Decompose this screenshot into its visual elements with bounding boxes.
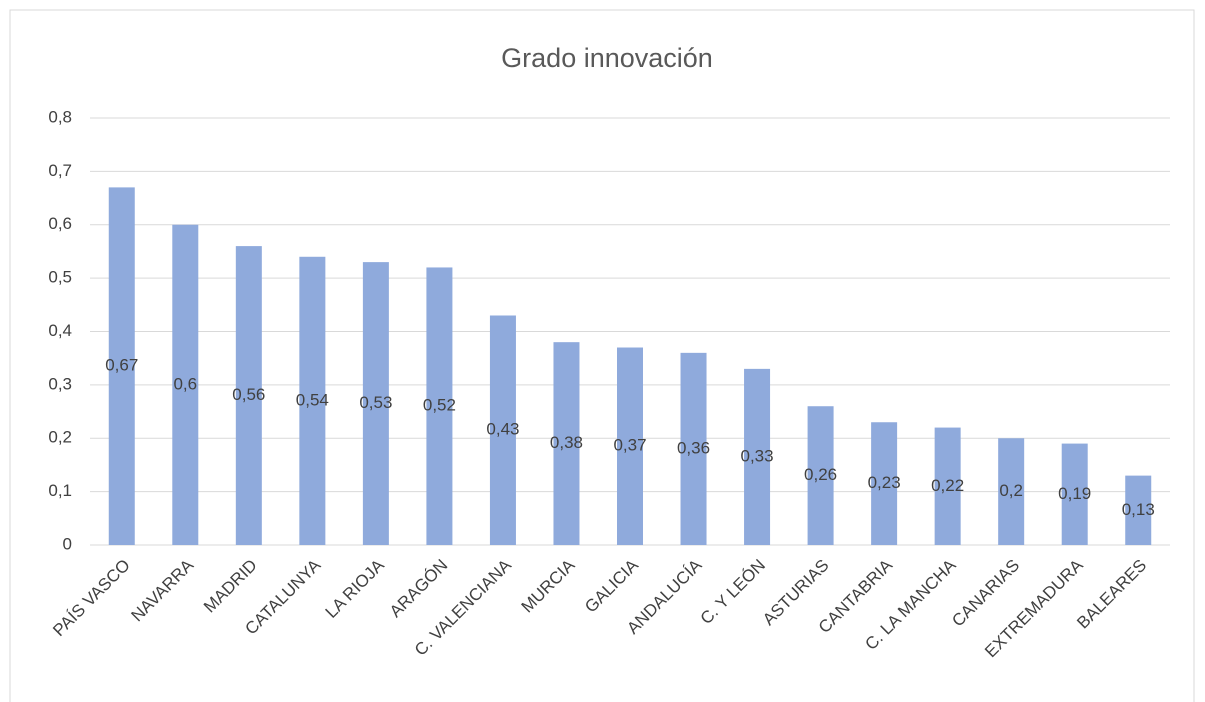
data-label: 0,6 [173, 374, 197, 393]
x-tick-label: MADRID [200, 556, 261, 617]
bar [1061, 443, 1088, 545]
y-tick-label: 0,4 [48, 321, 72, 340]
bar [680, 352, 707, 545]
bar [871, 422, 898, 545]
bar [108, 187, 135, 545]
data-label: 0,37 [613, 436, 646, 455]
data-label: 0,33 [741, 446, 774, 465]
x-tick-label: MURCIA [518, 555, 579, 616]
bar [617, 347, 643, 545]
x-tick-label: PAÍS VASCO [49, 556, 133, 640]
data-label: 0,52 [423, 396, 456, 415]
y-tick-label: 0 [63, 534, 72, 553]
x-tick-label: BALEARES [1073, 556, 1150, 633]
bar [299, 256, 326, 545]
data-label: 0,2 [999, 481, 1023, 500]
data-label: 0,22 [931, 476, 964, 495]
data-label: 0,19 [1058, 484, 1091, 503]
bar [362, 262, 389, 545]
data-label: 0,23 [868, 473, 901, 492]
bar [934, 427, 961, 545]
y-tick-label: 0,3 [48, 374, 72, 393]
data-label: 0,43 [486, 420, 519, 439]
x-tick-label: C. Y LEÓN [697, 556, 769, 628]
x-tick-label: LA RIOJA [322, 555, 389, 622]
bar [235, 246, 262, 545]
x-tick-label: GALICIA [581, 555, 642, 616]
data-label: 0,13 [1122, 500, 1155, 519]
chart-title: Grado innovación [501, 43, 713, 73]
data-label: 0,56 [232, 385, 265, 404]
bar [998, 438, 1025, 545]
data-label: 0,67 [105, 356, 138, 375]
y-tick-label: 0,1 [48, 481, 72, 500]
chart-border [9, 9, 1195, 702]
bar [807, 406, 834, 545]
y-tick-label: 0,7 [48, 161, 72, 180]
bar [489, 315, 516, 545]
y-tick-label: 0,5 [48, 268, 72, 287]
y-tick-label: 0,8 [48, 107, 72, 126]
x-tick-label: NAVARRA [128, 555, 198, 625]
bar [553, 342, 580, 545]
data-label: 0,38 [550, 433, 583, 452]
bar [744, 368, 771, 545]
bar [426, 267, 453, 545]
y-tick-label: 0,2 [48, 428, 72, 447]
x-tick-label: ARAGÓN [386, 556, 452, 622]
bar [172, 224, 199, 545]
data-label: 0,53 [359, 393, 392, 412]
data-label: 0,36 [677, 438, 710, 457]
data-label: 0,54 [296, 390, 329, 409]
bar [1125, 475, 1152, 545]
data-label: 0,26 [804, 465, 837, 484]
y-tick-label: 0,6 [48, 214, 72, 233]
